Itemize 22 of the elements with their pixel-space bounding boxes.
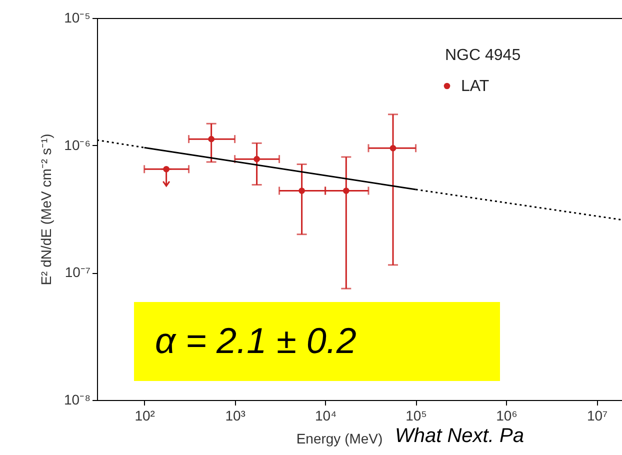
point xyxy=(342,188,350,194)
x-tick-label: 10⁵ xyxy=(406,408,427,424)
point xyxy=(208,136,214,142)
legend-label: LAT xyxy=(461,78,490,95)
y-tick-label: 10⁻⁷ xyxy=(64,264,90,280)
x-tick-label: 10⁴ xyxy=(315,408,337,424)
point xyxy=(163,166,170,172)
point xyxy=(298,188,305,194)
point xyxy=(390,145,396,152)
text: NGC 4945 xyxy=(445,47,521,64)
x-tick-label: 10³ xyxy=(225,408,246,424)
x-tick-label: 10⁷ xyxy=(586,408,608,424)
point xyxy=(254,156,260,162)
x-axis-title: Energy (MeV) xyxy=(296,430,383,446)
y-tick-label: 10⁻⁸ xyxy=(64,392,91,408)
annotation: α = 2.1 ± 0.2 xyxy=(155,320,356,361)
y-axis-title: E² dN/dE (MeV cm⁻² s⁻¹) xyxy=(38,134,54,286)
x-tick-label: 10⁶ xyxy=(496,408,518,424)
y-tick-label: 10⁻⁶ xyxy=(64,136,90,153)
y-tick-label: 10⁻⁵ xyxy=(64,10,90,26)
text: What Next. Pa xyxy=(395,425,524,447)
x-tick-label: 10² xyxy=(134,408,156,424)
